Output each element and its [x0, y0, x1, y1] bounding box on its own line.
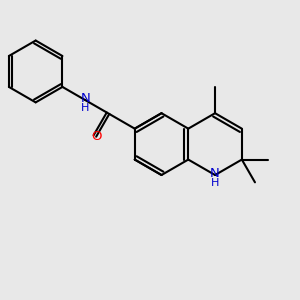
Text: N: N — [80, 92, 90, 105]
Text: N: N — [210, 167, 220, 180]
Text: O: O — [91, 130, 101, 143]
Text: H: H — [81, 103, 89, 113]
Text: H: H — [211, 178, 219, 188]
